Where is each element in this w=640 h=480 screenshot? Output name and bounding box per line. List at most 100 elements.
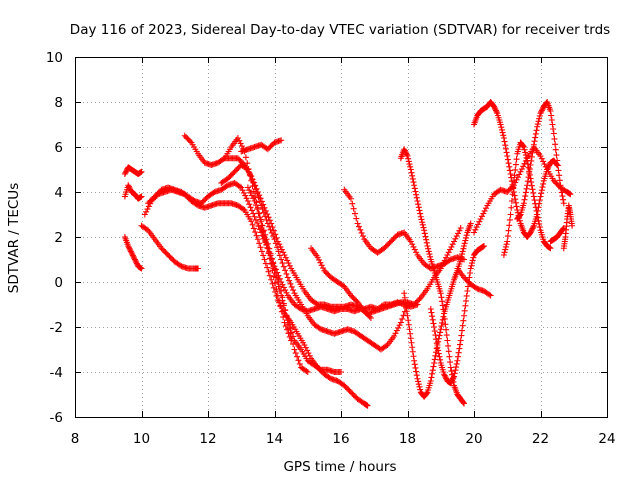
data-point [461,240,468,247]
data-point [249,221,256,228]
data-point [468,262,475,269]
data-point [464,288,471,294]
data-point [391,234,398,241]
data-point [145,200,152,207]
data-point [382,243,389,250]
data-point [514,174,521,181]
data-point [155,189,162,196]
data-point [199,198,206,205]
data-point [393,327,400,334]
data-point [278,137,285,144]
series-arc-13 [308,245,374,321]
series-arc-12 [258,225,344,375]
data-point [254,206,261,213]
data-point [355,223,362,230]
data-point [278,256,285,263]
data-point [406,326,413,333]
data-point [303,368,310,375]
data-point [511,172,518,179]
data-point [284,257,291,264]
data-point [269,280,276,287]
data-point [452,235,459,242]
data-point [431,324,438,330]
data-point [404,153,411,159]
data-point [316,365,323,372]
data-point [138,265,145,272]
data-point [554,157,561,164]
data-point [234,166,241,173]
data-point [397,319,404,326]
data-point [414,301,421,308]
data-point [163,250,170,257]
data-point [522,189,529,196]
data-point [234,135,241,141]
data-point [261,256,268,263]
data-point [405,155,412,162]
data-point [524,178,531,185]
data-point [236,183,243,190]
data-point [453,360,460,367]
data-point [533,127,540,134]
data-point [270,265,277,272]
data-point [256,214,263,221]
data-point [507,171,514,177]
data-point [350,391,357,398]
data-point [258,218,265,225]
data-point [516,171,523,178]
data-point [256,240,263,247]
data-point [256,226,263,233]
data-point [287,280,294,287]
data-point [151,193,158,200]
data-point [166,253,173,260]
data-point [427,378,434,384]
data-point [183,134,190,141]
data-point [451,370,458,377]
data-point [467,265,474,272]
data-point [235,164,242,171]
data-point [138,168,145,175]
data-point [499,129,506,136]
data-point [143,208,150,215]
data-point [202,196,209,203]
data-point [275,283,282,290]
data-point [457,225,464,231]
data-point [492,106,499,113]
data-point [441,372,448,379]
data-point [431,356,438,363]
data-point [425,245,432,252]
data-point [184,135,191,142]
data-point [290,333,297,340]
data-point [248,192,255,199]
series-arc-18 [454,265,494,299]
data-point [472,226,479,233]
data-point [540,158,547,165]
data-point [358,229,365,236]
data-point [510,177,517,184]
data-point [435,347,442,354]
data-point [527,162,534,168]
data-point [138,193,145,200]
data-point [159,246,166,253]
data-point [185,136,192,143]
data-point [286,277,293,284]
data-point [145,203,152,210]
data-point [462,237,469,244]
data-point [366,313,373,320]
data-point [508,198,515,204]
data-point [271,236,278,243]
series-arc-10 [238,137,285,155]
data-point [181,132,188,139]
data-point [403,150,410,157]
data-point [454,357,461,364]
data-point [526,166,533,173]
data-point [263,216,270,223]
data-point [410,179,417,186]
data-point [267,255,274,262]
data-point [538,108,545,115]
data-point [283,270,290,277]
data-point [480,210,487,217]
data-point [567,191,574,198]
data-point [497,121,504,128]
data-point [560,196,567,203]
data-point [177,262,184,269]
